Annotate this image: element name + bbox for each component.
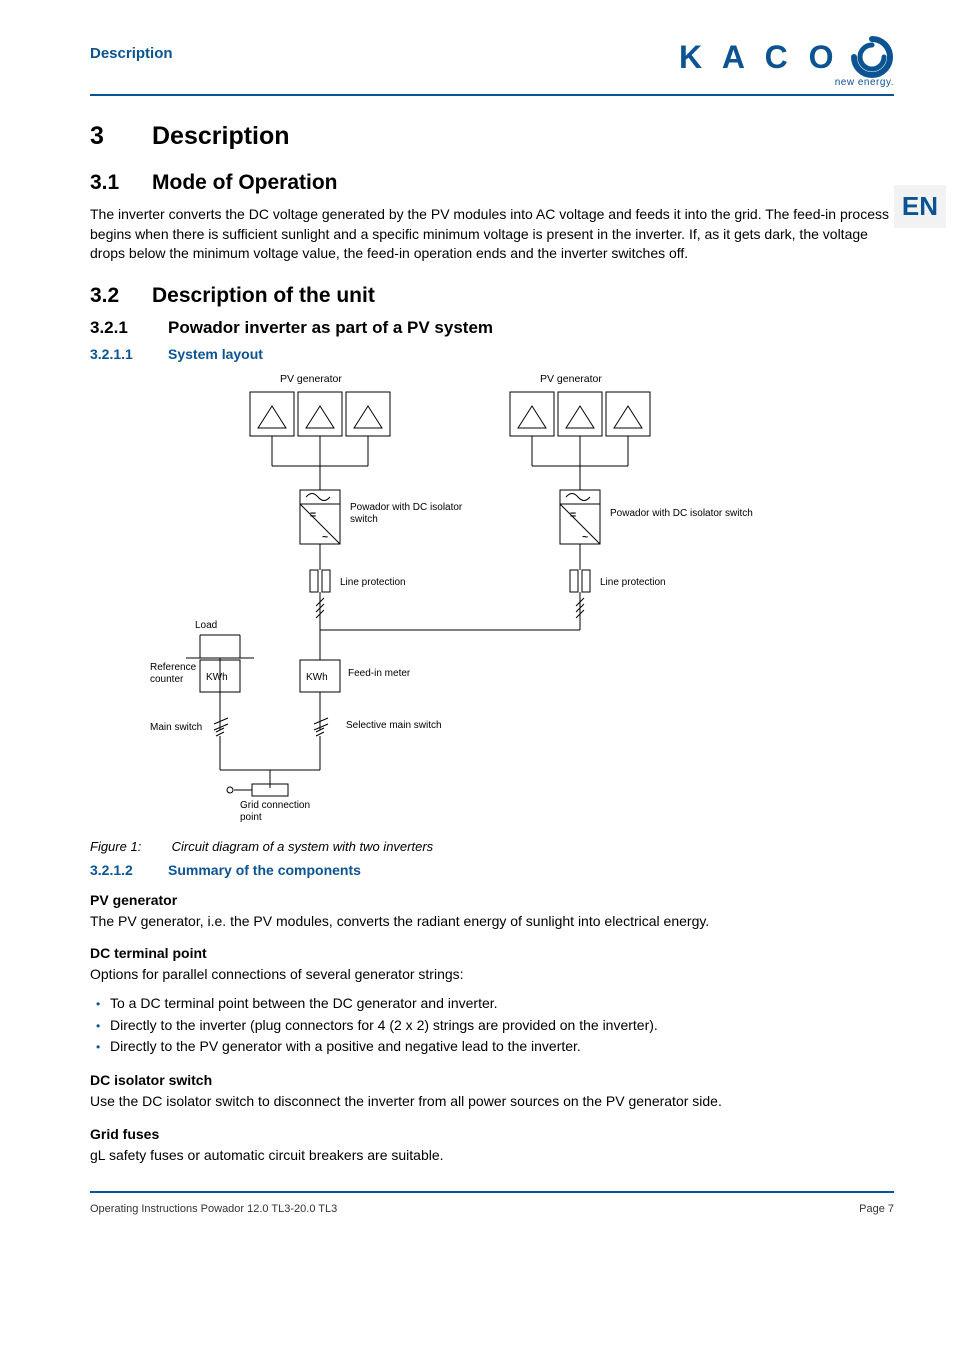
list-item: To a DC terminal point between the DC ge… <box>96 993 894 1015</box>
label-pv-generator-a: PV generator <box>280 373 342 385</box>
figure-1-caption: Figure 1: Circuit diagram of a system wi… <box>90 839 894 854</box>
footer-right: Page 7 <box>859 1203 894 1215</box>
svg-text:KWh: KWh <box>206 672 228 683</box>
section-3-1-body: The inverter converts the DC voltage gen… <box>90 205 894 264</box>
svg-text:=: = <box>310 509 316 521</box>
svg-text:Feed-in meter: Feed-in meter <box>348 668 411 679</box>
svg-text:Line protection: Line protection <box>340 577 406 588</box>
svg-text:=: = <box>570 509 576 521</box>
logo-text: K A C O <box>679 39 840 76</box>
svg-text:counter: counter <box>150 674 184 685</box>
list-item: Directly to the PV generator with a posi… <box>96 1036 894 1058</box>
logo-subtext: new energy. <box>679 77 894 88</box>
page-footer: Operating Instructions Powador 12.0 TL3-… <box>90 1193 894 1215</box>
section-3-2-heading: 3.2 Description of the unit <box>90 284 894 308</box>
language-badge: EN <box>894 185 946 228</box>
footer-left: Operating Instructions Powador 12.0 TL3-… <box>90 1203 337 1215</box>
comp-pv-generator-head: PV generator <box>90 892 894 908</box>
svg-text:Powador with DC isolator switc: Powador with DC isolator switch <box>610 508 753 519</box>
chapter-number: 3 <box>90 122 152 151</box>
comp-dc-terminal-head: DC terminal point <box>90 945 894 961</box>
svg-text:KWh: KWh <box>306 672 328 683</box>
breadcrumb: Description <box>90 35 173 62</box>
brand-logo: K A C O new energy. <box>679 35 894 88</box>
section-3-2-1-2-heading: 3.2.1.2 Summary of the components <box>90 862 894 878</box>
chapter-title: Description <box>152 122 290 151</box>
comp-dc-terminal-list: To a DC terminal point between the DC ge… <box>96 993 894 1058</box>
section-3-2-1-1-heading: 3.2.1.1 System layout <box>90 346 894 362</box>
system-layout-diagram: PV generator <box>150 370 850 833</box>
label-pv-generator-b: PV generator <box>540 373 602 385</box>
comp-pv-generator-body: The PV generator, i.e. the PV modules, c… <box>90 912 894 932</box>
svg-text:~: ~ <box>582 531 588 543</box>
comp-dc-terminal-lead: Options for parallel connections of seve… <box>90 965 894 985</box>
svg-text:Reference: Reference <box>150 662 197 673</box>
svg-text:point: point <box>240 812 262 823</box>
comp-dc-isolator-body: Use the DC isolator switch to disconnect… <box>90 1092 894 1112</box>
svg-text:Powador with DC isolator: Powador with DC isolator <box>350 502 463 513</box>
svg-text:~: ~ <box>322 531 328 543</box>
svg-text:Grid connection: Grid connection <box>240 800 310 811</box>
comp-dc-isolator-head: DC isolator switch <box>90 1072 894 1088</box>
comp-grid-fuses-head: Grid fuses <box>90 1126 894 1142</box>
swirl-icon <box>850 35 894 79</box>
chapter-heading: 3 Description <box>90 122 894 151</box>
section-3-1-heading: 3.1 Mode of Operation <box>90 171 894 195</box>
svg-text:switch: switch <box>350 514 378 525</box>
svg-text:Line protection: Line protection <box>600 577 666 588</box>
list-item: Directly to the inverter (plug connector… <box>96 1015 894 1037</box>
comp-grid-fuses-body: gL safety fuses or automatic circuit bre… <box>90 1146 894 1166</box>
svg-text:Selective main switch: Selective main switch <box>346 720 442 731</box>
page-header: Description K A C O new energy. <box>90 35 894 96</box>
svg-text:Main switch: Main switch <box>150 722 202 733</box>
section-3-2-1-heading: 3.2.1 Powador inverter as part of a PV s… <box>90 318 894 338</box>
svg-text:Load: Load <box>195 620 217 631</box>
